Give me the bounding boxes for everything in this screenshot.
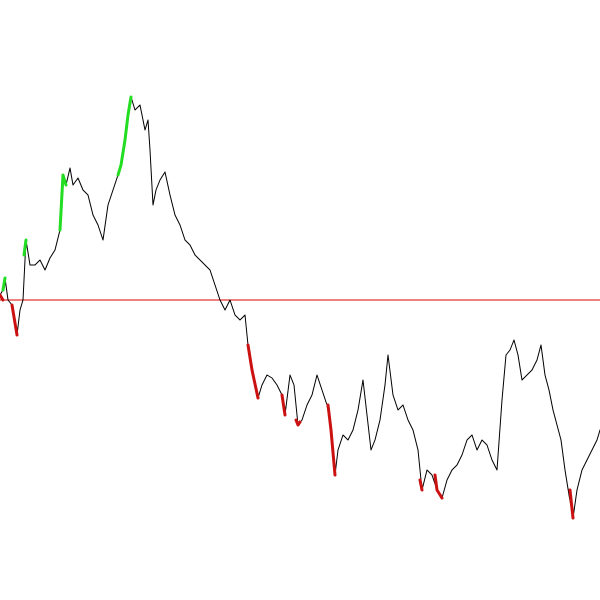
price-line <box>0 96 600 519</box>
price-line <box>10 303 19 337</box>
price-line <box>246 343 260 400</box>
price-line <box>433 473 444 500</box>
price-line <box>22 238 28 257</box>
price-line <box>280 393 287 417</box>
price-line <box>116 95 133 177</box>
price-line <box>568 488 575 520</box>
price-line <box>418 478 424 492</box>
price-line <box>294 418 302 427</box>
price-line <box>1 276 7 292</box>
price-line <box>58 173 68 232</box>
price-line <box>0 293 5 302</box>
price-line <box>326 403 337 477</box>
